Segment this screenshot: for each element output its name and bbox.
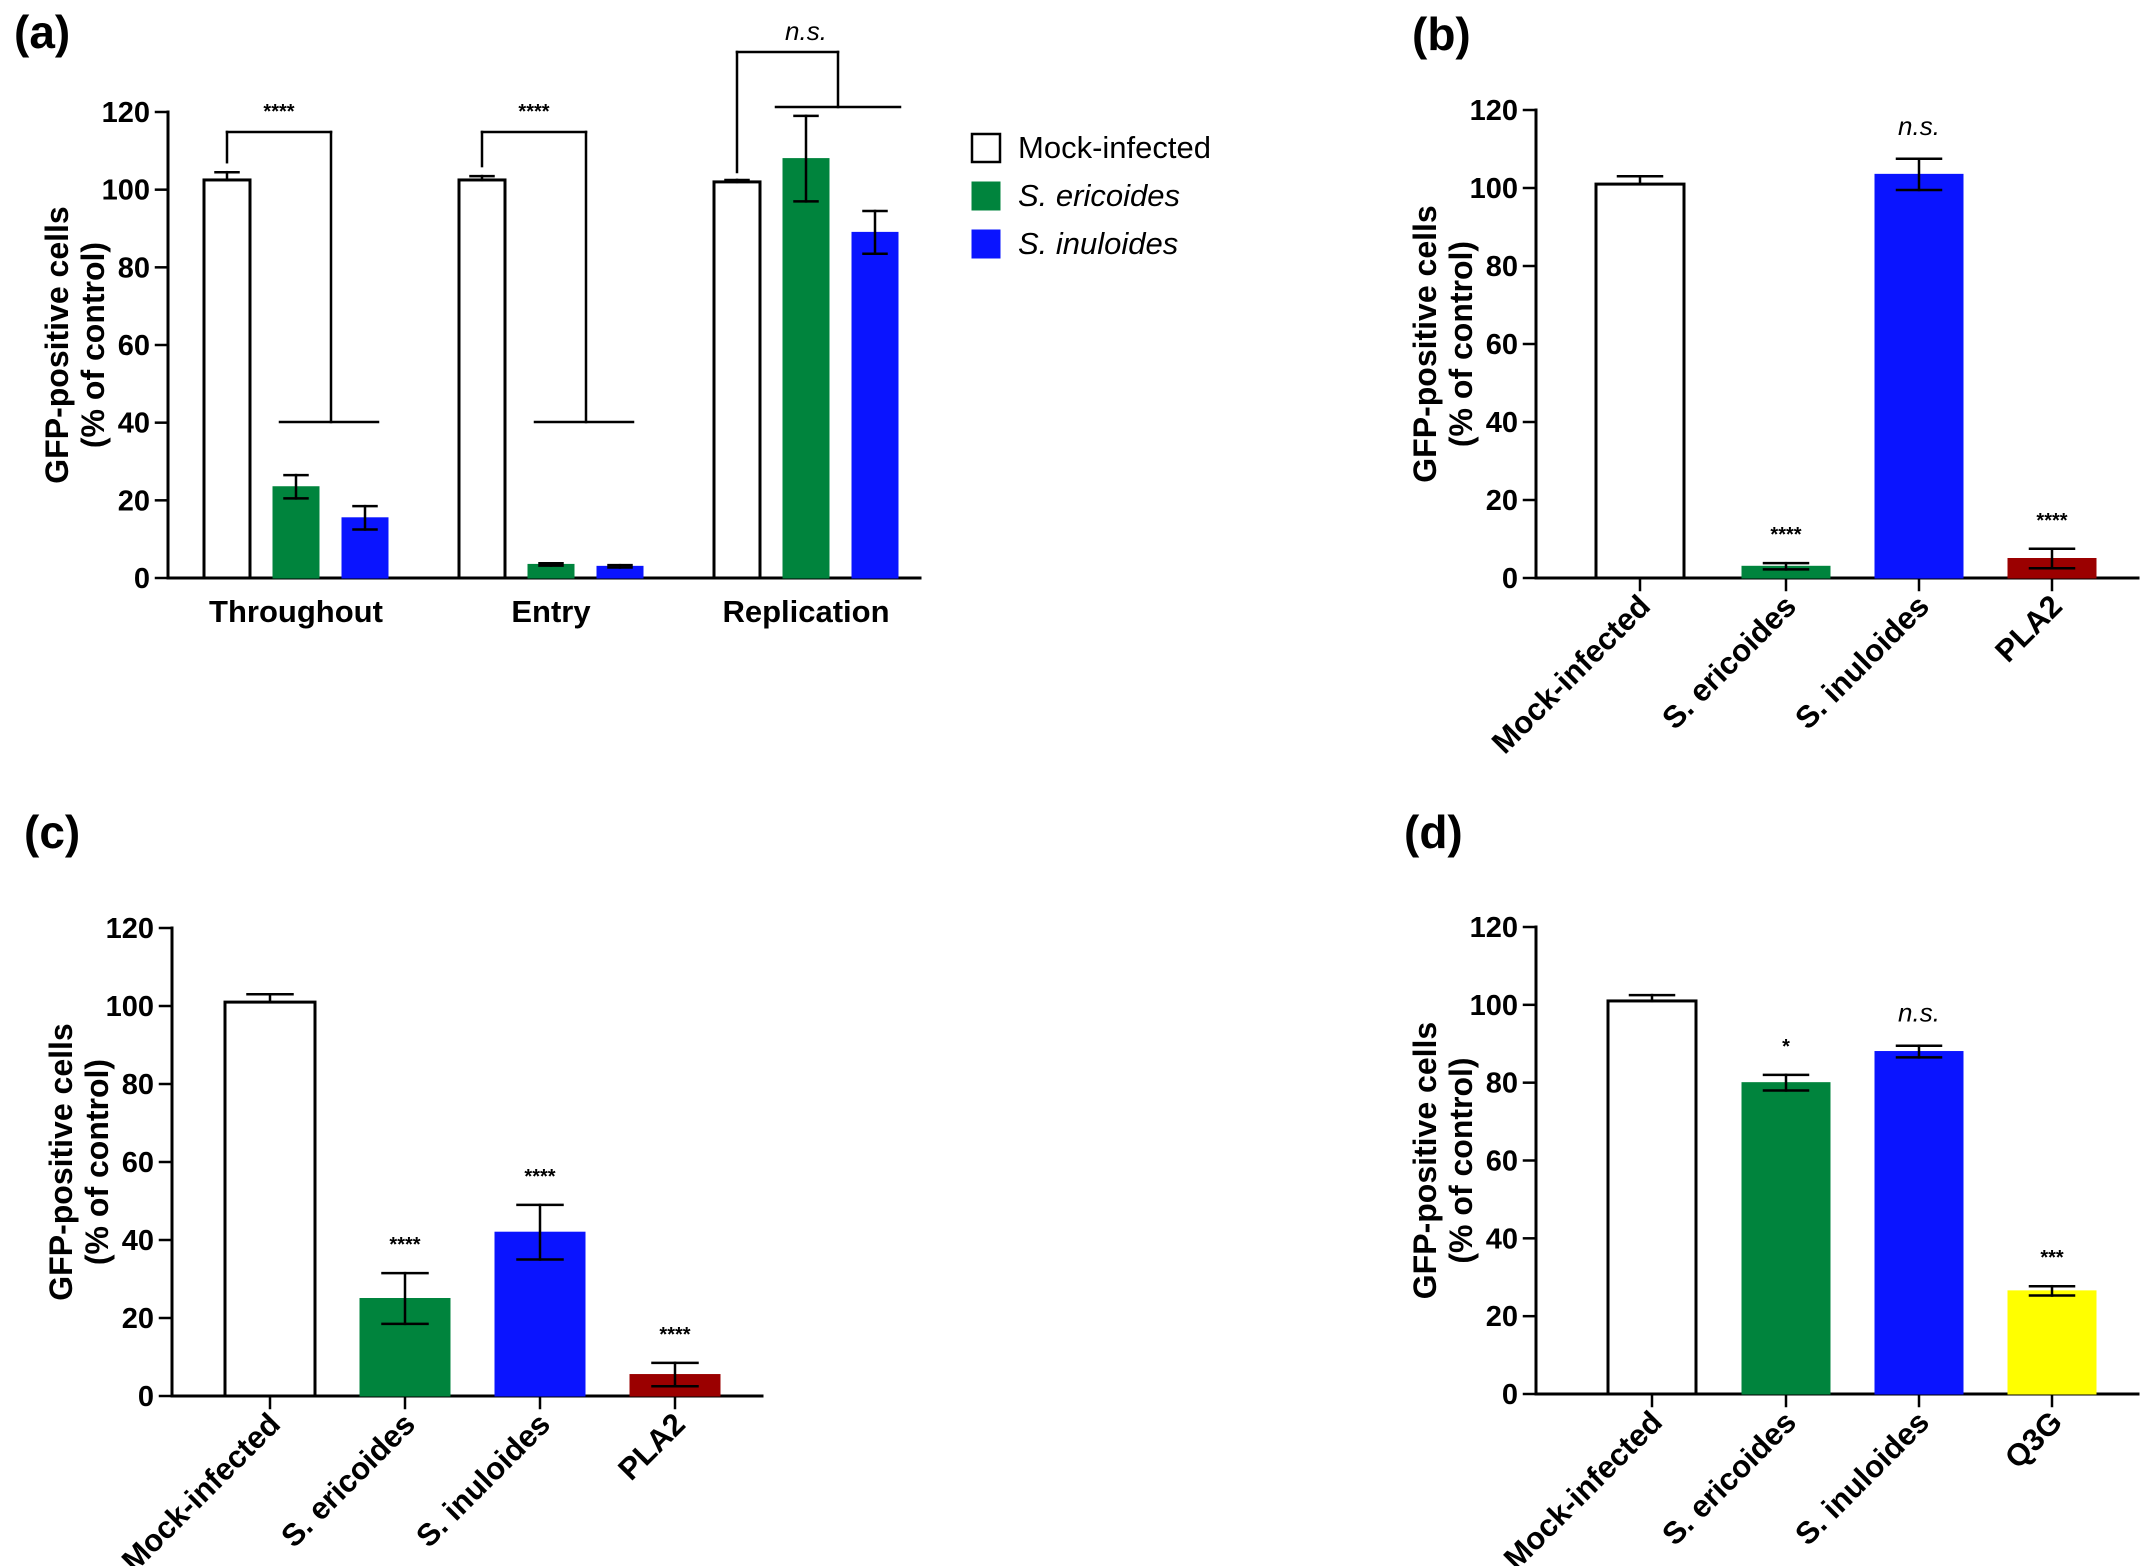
significance-label: ****: [263, 101, 294, 123]
significance-label: ****: [524, 1166, 555, 1188]
y-tick-label: 40: [1486, 407, 1518, 439]
chart-panel-1: (b) 0 20 40 60 80 100 120 GFP-positive cells(% o…: [1407, 8, 2140, 760]
bar: [1594, 182, 1686, 580]
legend: Mock-infected S. ericoides S. inuloides: [970, 130, 1211, 261]
y-axis-title-line2: (% of control): [1443, 241, 1479, 447]
y-tick-label: 120: [102, 97, 150, 129]
y-tick-label: 20: [122, 1303, 154, 1335]
legend-label: Mock-infected: [1018, 130, 1211, 165]
y-tick-label: 120: [1470, 95, 1518, 127]
y-tick-label: 40: [122, 1225, 154, 1257]
y-tick-label: 100: [102, 175, 150, 207]
y-tick-label: 60: [122, 1147, 154, 1179]
y-tick-label: 20: [118, 485, 150, 517]
chart-panel-3: (d) 0 20 40 60 80 100 120 GFP-positive cells(% o…: [1404, 806, 2140, 1566]
bar: [712, 180, 762, 580]
bar: [1606, 999, 1698, 1396]
significance-label: ****: [659, 1324, 690, 1346]
y-axis-title-line2: (% of control): [79, 1059, 115, 1265]
x-category-label: S. inuloides: [1788, 1404, 1936, 1552]
panel-label: (a): [14, 6, 70, 58]
x-category-label: Throughout: [209, 594, 383, 629]
y-tick-label: 20: [1486, 485, 1518, 517]
significance-label: n.s.: [1898, 111, 1940, 141]
bar: [1741, 1082, 1831, 1395]
x-category-label: Q3G: [1998, 1404, 2069, 1475]
significance-label: ****: [518, 101, 549, 123]
y-tick-label: 80: [1486, 1068, 1518, 1100]
x-category-label: Mock-infected: [1497, 1404, 1669, 1566]
chart-panel-0: (a) 0 20 40 60 80 100 120 GFP-positive cells(% o…: [14, 6, 922, 629]
y-axis-title: GFP-positive cells(% of control): [1407, 205, 1479, 482]
y-tick-label: 20: [1486, 1301, 1518, 1333]
y-tick-label: 100: [1470, 990, 1518, 1022]
x-category-label: Entry: [511, 594, 591, 629]
significance-label: ****: [2036, 510, 2067, 532]
y-axis-title-line1: GFP-positive cells: [39, 206, 75, 483]
bar: [223, 1000, 317, 1398]
significance-label: *: [1782, 1036, 1790, 1058]
bar: [1874, 173, 1964, 579]
legend-label: S. inuloides: [1018, 226, 1178, 261]
y-tick-label: 60: [1486, 329, 1518, 361]
chart-panel-2: (c) 0 20 40 60 80 100 120 GFP-positive cells(% o…: [24, 806, 764, 1566]
y-axis-title-line1: GFP-positive cells: [1407, 205, 1443, 482]
y-tick-label: 80: [1486, 251, 1518, 283]
y-axis-title: GFP-positive cells(% of control): [39, 206, 111, 483]
x-category-label: S. inuloides: [1788, 588, 1936, 736]
y-axis-title: GFP-positive cells(% of control): [43, 1023, 115, 1300]
y-tick-label: 40: [118, 408, 150, 440]
x-category-label: Mock-infected: [115, 1406, 287, 1566]
legend-label: S. ericoides: [1018, 178, 1180, 213]
bar: [2007, 1290, 2097, 1395]
y-tick-label: 100: [106, 991, 154, 1023]
significance-label: ****: [1770, 524, 1801, 546]
significance-brackets: **** **** n.s.: [225, 16, 902, 424]
legend-swatch: [971, 229, 1001, 259]
y-tick-label: 80: [122, 1069, 154, 1101]
x-category-label: S. ericoides: [1655, 1404, 1803, 1552]
y-tick-label: 40: [1486, 1223, 1518, 1255]
x-category-label: Replication: [722, 594, 889, 629]
y-axis-title-line2: (% of control): [1443, 1057, 1479, 1263]
bar: [272, 486, 320, 579]
significance-label: n.s.: [785, 16, 827, 46]
y-axis-title-line2: (% of control): [75, 242, 111, 448]
bar: [782, 158, 830, 579]
y-tick-label: 100: [1470, 173, 1518, 205]
significance-label: ***: [2040, 1247, 2064, 1269]
x-category-label: S. ericoides: [1655, 588, 1803, 736]
bar: [457, 178, 507, 580]
panel-label: (d): [1404, 806, 1463, 858]
y-tick-label: 0: [138, 1381, 154, 1413]
x-category-label: PLA2: [1988, 588, 2069, 669]
y-axis-title-line1: GFP-positive cells: [1407, 1022, 1443, 1299]
y-tick-label: 80: [118, 252, 150, 284]
legend-swatch: [970, 132, 1002, 164]
y-axis-title: GFP-positive cells(% of control): [1407, 1022, 1479, 1299]
panel-label: (b): [1412, 8, 1471, 60]
y-tick-label: 0: [1502, 563, 1518, 595]
x-category-label: PLA2: [611, 1406, 692, 1487]
y-tick-label: 60: [1486, 1146, 1518, 1178]
y-tick-label: 0: [1502, 1379, 1518, 1411]
panel-label: (c): [24, 806, 80, 858]
significance-label: n.s.: [1898, 998, 1940, 1028]
bar: [851, 231, 899, 579]
y-axis-title-line1: GFP-positive cells: [43, 1023, 79, 1300]
legend-swatch: [971, 181, 1001, 211]
x-category-label: S. ericoides: [274, 1406, 422, 1554]
x-category-label: S. inuloides: [409, 1406, 557, 1554]
y-tick-label: 120: [106, 913, 154, 945]
y-tick-label: 120: [1470, 912, 1518, 944]
y-tick-label: 60: [118, 330, 150, 362]
bar: [1874, 1051, 1964, 1395]
y-tick-label: 0: [134, 563, 150, 595]
x-category-label: Mock-infected: [1485, 588, 1657, 760]
bar: [202, 178, 252, 580]
significance-label: ****: [389, 1234, 420, 1256]
